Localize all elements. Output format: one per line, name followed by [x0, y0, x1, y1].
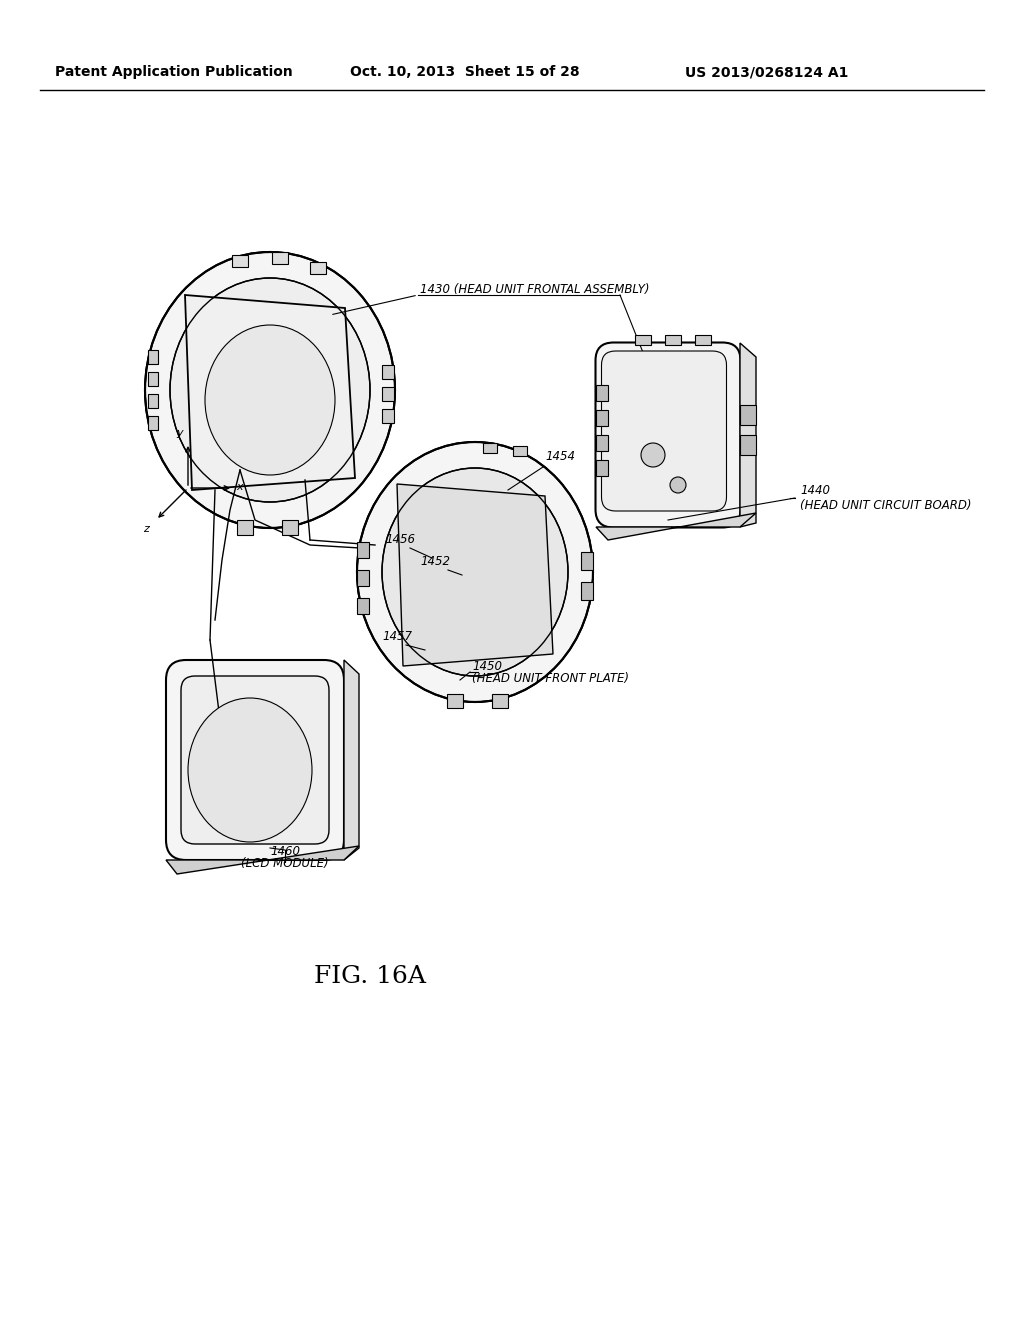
- FancyBboxPatch shape: [181, 676, 329, 843]
- Polygon shape: [148, 372, 158, 385]
- Polygon shape: [397, 484, 553, 667]
- Polygon shape: [596, 436, 608, 451]
- Ellipse shape: [382, 469, 568, 676]
- Polygon shape: [344, 660, 359, 861]
- Polygon shape: [272, 252, 288, 264]
- Polygon shape: [357, 598, 369, 614]
- FancyBboxPatch shape: [596, 342, 740, 528]
- Ellipse shape: [641, 444, 665, 467]
- Text: 1430 (HEAD UNIT FRONTAL ASSEMBLY): 1430 (HEAD UNIT FRONTAL ASSEMBLY): [420, 284, 649, 297]
- Polygon shape: [310, 261, 326, 275]
- Ellipse shape: [670, 477, 686, 492]
- Polygon shape: [382, 366, 394, 379]
- Polygon shape: [596, 385, 608, 401]
- Polygon shape: [596, 513, 756, 540]
- Polygon shape: [232, 255, 248, 267]
- Polygon shape: [185, 294, 355, 490]
- Polygon shape: [447, 694, 463, 708]
- Text: 1454: 1454: [545, 450, 575, 463]
- Polygon shape: [581, 582, 593, 601]
- Text: 1440: 1440: [800, 483, 830, 496]
- Ellipse shape: [145, 252, 395, 528]
- Text: 1456: 1456: [385, 533, 415, 546]
- Polygon shape: [740, 436, 756, 455]
- Polygon shape: [357, 570, 369, 586]
- Text: (HEAD UNIT FRONT PLATE): (HEAD UNIT FRONT PLATE): [472, 672, 629, 685]
- Text: 1460: 1460: [270, 845, 300, 858]
- Text: Patent Application Publication: Patent Application Publication: [55, 65, 293, 79]
- FancyBboxPatch shape: [601, 351, 726, 511]
- Polygon shape: [237, 520, 253, 535]
- Polygon shape: [665, 335, 681, 345]
- Text: (LCD MODULE): (LCD MODULE): [242, 857, 329, 870]
- Text: 1450: 1450: [472, 660, 502, 673]
- Text: (HEAD UNIT CIRCUIT BOARD): (HEAD UNIT CIRCUIT BOARD): [800, 499, 972, 512]
- Text: x: x: [237, 482, 244, 492]
- Polygon shape: [357, 543, 369, 558]
- Polygon shape: [492, 694, 508, 708]
- Ellipse shape: [188, 698, 312, 842]
- Text: z: z: [143, 524, 148, 535]
- Polygon shape: [596, 411, 608, 426]
- Polygon shape: [635, 335, 651, 345]
- Polygon shape: [513, 446, 527, 455]
- Text: 1452: 1452: [420, 554, 450, 568]
- Text: Oct. 10, 2013  Sheet 15 of 28: Oct. 10, 2013 Sheet 15 of 28: [350, 65, 580, 79]
- FancyBboxPatch shape: [166, 660, 344, 861]
- Ellipse shape: [170, 279, 370, 502]
- Polygon shape: [282, 520, 298, 535]
- Ellipse shape: [357, 442, 593, 702]
- Polygon shape: [740, 343, 756, 527]
- Polygon shape: [148, 416, 158, 430]
- Polygon shape: [382, 387, 394, 401]
- Polygon shape: [740, 405, 756, 425]
- Text: FIG. 16A: FIG. 16A: [314, 965, 426, 987]
- Polygon shape: [596, 459, 608, 477]
- Polygon shape: [148, 393, 158, 408]
- Polygon shape: [148, 350, 158, 364]
- Text: y: y: [177, 428, 183, 438]
- Polygon shape: [581, 552, 593, 570]
- Polygon shape: [695, 335, 711, 345]
- Polygon shape: [166, 846, 359, 874]
- Text: 1457: 1457: [382, 630, 412, 643]
- Text: US 2013/0268124 A1: US 2013/0268124 A1: [685, 65, 848, 79]
- Ellipse shape: [205, 325, 335, 475]
- Polygon shape: [483, 444, 497, 453]
- Polygon shape: [382, 409, 394, 422]
